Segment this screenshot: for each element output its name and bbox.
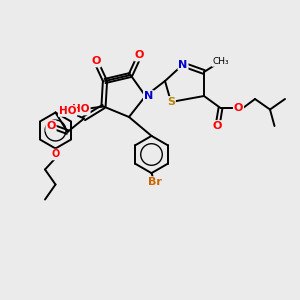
Text: O: O [51,149,60,160]
Text: O: O [234,103,243,113]
Text: Br: Br [148,177,161,187]
Text: O: O [135,50,144,61]
Text: S: S [167,97,175,107]
Text: O: O [91,56,101,67]
Text: N: N [144,91,153,101]
Text: HO: HO [72,104,90,115]
Text: CH₃: CH₃ [212,57,229,66]
Text: N: N [178,59,188,70]
Text: HO: HO [59,106,76,116]
Text: O: O [213,121,222,131]
Text: O: O [46,121,56,131]
